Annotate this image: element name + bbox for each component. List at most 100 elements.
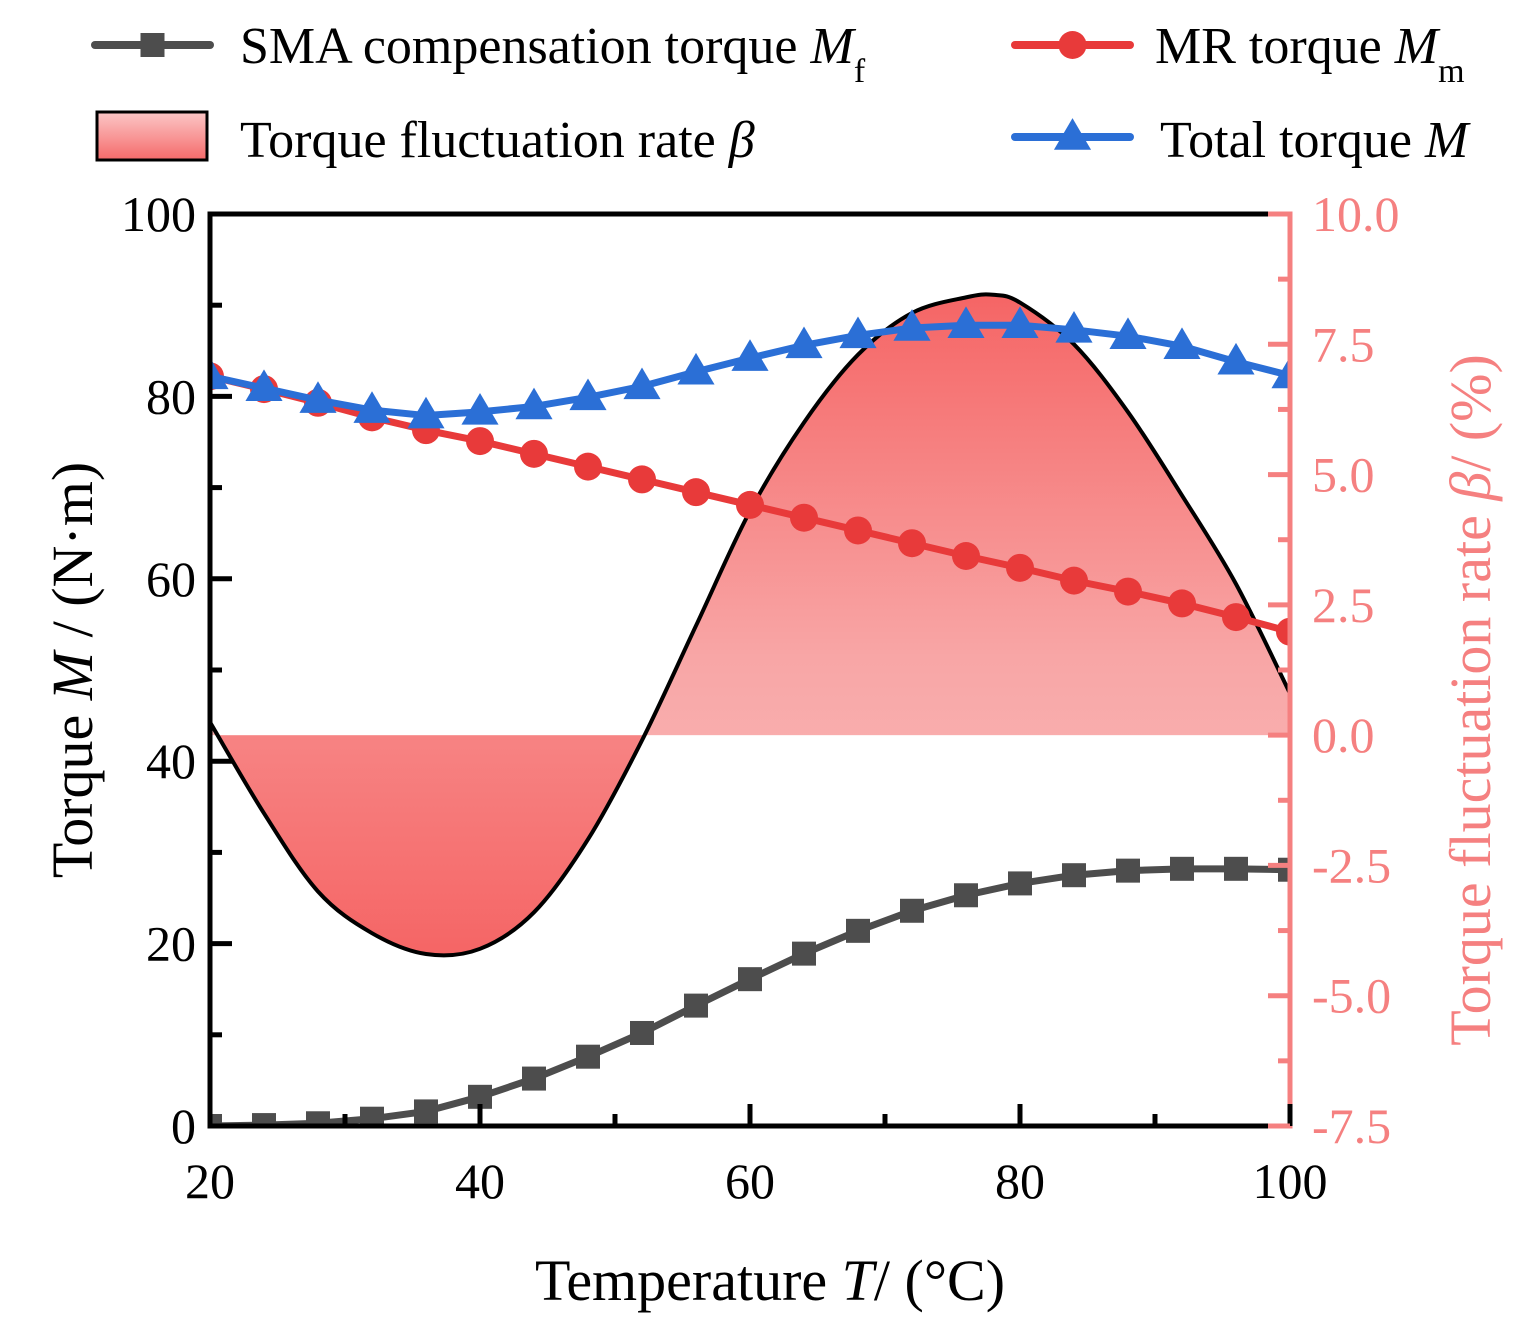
data-point-total-20	[210, 357, 229, 390]
data-point-mr-60	[736, 490, 764, 519]
text-part: / (°C)	[874, 1248, 1005, 1313]
data-point-mr-40	[466, 427, 494, 456]
data-point-mr-92	[1168, 589, 1196, 618]
data-point-mr-76	[952, 542, 980, 570]
data-point-mr-84	[1060, 566, 1088, 595]
data-point-total-28	[299, 381, 337, 413]
data-point-mr-100	[1276, 617, 1290, 646]
data-point-mr-56	[682, 478, 710, 507]
data-point-sma-20	[210, 1114, 222, 1126]
text-part: / (N·m)	[40, 462, 105, 652]
data-point-mr-64	[790, 503, 818, 532]
data-point-total-24	[245, 369, 283, 401]
text-part: Torque	[40, 700, 105, 878]
y2-tick-label: 7.5	[1312, 316, 1375, 372]
y2-axis-title: Torque fluctuation rate β/ (%)	[1438, 354, 1503, 1046]
data-point-total-72	[893, 309, 931, 341]
data-point-mr-80	[1006, 553, 1034, 582]
data-point-sma-32	[360, 1106, 384, 1126]
y2-tick-label: -2.5	[1312, 837, 1391, 893]
legend-sma-label: SMA compensation torque Mf	[240, 18, 866, 90]
data-point-sma-80	[1008, 871, 1032, 896]
text-part: m	[1438, 53, 1464, 90]
data-point-total-56	[677, 352, 715, 385]
data-point-sma-36	[414, 1099, 438, 1124]
y2-tick-label: -5.0	[1312, 968, 1391, 1024]
data-point-sma-64	[792, 941, 816, 966]
data-point-total-68	[839, 316, 877, 349]
data-point-total-36	[407, 396, 445, 429]
fluctuation-area-negative	[210, 735, 1290, 956]
data-point-total-84	[1055, 310, 1093, 343]
data-point-sma-92	[1170, 856, 1194, 881]
data-point-sma-56	[684, 993, 708, 1018]
data-point-sma-88	[1116, 858, 1140, 883]
data-point-sma-48	[576, 1044, 600, 1069]
legend-total-marker	[1053, 118, 1092, 150]
data-point-mr-72	[898, 529, 926, 558]
text-part: SMA compensation torque	[240, 18, 811, 75]
data-point-mr-52	[628, 465, 656, 494]
y-tick-label: 80	[146, 368, 196, 424]
y-tick-label: 60	[146, 551, 196, 607]
data-point-sma-24	[252, 1113, 276, 1126]
legend-sma-marker	[140, 33, 165, 57]
text-part: f	[854, 53, 866, 90]
text-part: M	[1394, 18, 1441, 75]
y2-tick-label: 10.0	[1312, 186, 1400, 242]
data-point-mr-88	[1114, 577, 1142, 606]
text-part: M	[810, 18, 857, 75]
data-point-mr-68	[844, 516, 872, 545]
x-tick-label: 80	[995, 1153, 1045, 1209]
text-part: β	[1438, 472, 1503, 502]
y-tick-label: 100	[121, 186, 196, 242]
data-point-mr-48	[574, 452, 602, 481]
data-point-sma-44	[522, 1066, 546, 1091]
data-point-sma-72	[900, 898, 924, 923]
x-axis-title: Temperature T/ (°C)	[535, 1248, 1005, 1313]
data-point-total-76	[947, 306, 985, 339]
data-point-total-64	[785, 326, 823, 359]
text-part: Torque fluctuation rate	[240, 112, 729, 169]
data-point-total-88	[1109, 317, 1147, 349]
legend-mr-label: MR torque Mm	[1155, 18, 1465, 90]
text-part: Total torque	[1160, 112, 1425, 169]
y2-tick-label: 5.0	[1312, 447, 1375, 503]
text-part: M	[1424, 112, 1471, 169]
data-point-total-52	[623, 367, 661, 400]
data-point-total-92	[1163, 327, 1201, 360]
data-point-sma-52	[630, 1020, 654, 1045]
y-tick-label: 20	[146, 916, 196, 972]
x-tick-label: 40	[455, 1153, 505, 1209]
legend: SMA compensation torque Mf MR torque Mm To…	[91, 18, 1471, 169]
fluctuation-outline	[210, 292, 1290, 958]
data-point-sma-68	[846, 918, 870, 943]
y-tick-label: 40	[146, 733, 196, 789]
legend-fluctuation-label: Torque fluctuation rate β	[240, 112, 755, 169]
text-part: T	[842, 1248, 878, 1313]
data-point-sma-84	[1062, 863, 1086, 888]
data-point-total-44	[515, 387, 553, 420]
data-point-sma-96	[1224, 856, 1248, 881]
data-point-mr-96	[1222, 603, 1250, 632]
data-point-total-96	[1217, 342, 1255, 375]
legend-mr-marker	[1058, 31, 1087, 59]
axes-layer: 20 40 60 80 100020406080100-7.5-5.0-2.50.02.…	[40, 186, 1503, 1313]
data-point-mr-44	[520, 439, 548, 468]
text-part: M	[40, 649, 105, 701]
series-layer	[210, 306, 1290, 1126]
y-tick-label: 0	[171, 1098, 196, 1154]
data-point-total-100	[1271, 356, 1290, 389]
y2-tick-label: -7.5	[1312, 1098, 1391, 1154]
x-tick-label: 60	[725, 1153, 775, 1209]
x-tick-label: 20	[185, 1153, 235, 1209]
text-part: β	[728, 112, 755, 169]
data-point-sma-28	[306, 1111, 330, 1126]
legend-total-label: Total torque M	[1160, 112, 1471, 169]
y2-tick-label: 2.5	[1312, 577, 1375, 633]
text-part: / (%)	[1438, 354, 1503, 472]
data-point-total-40	[461, 393, 499, 425]
text-part: Temperature	[535, 1248, 842, 1313]
data-point-sma-76	[954, 883, 978, 908]
